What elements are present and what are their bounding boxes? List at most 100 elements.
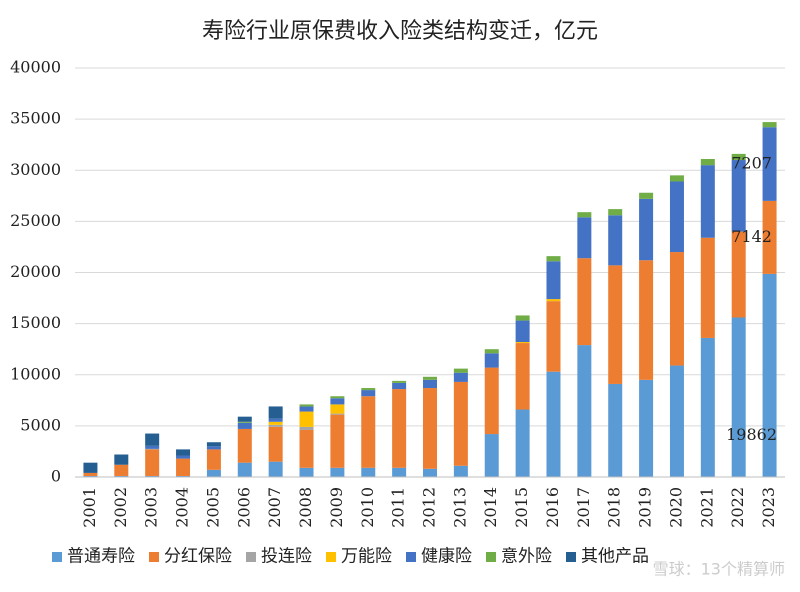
x-tick-label: 2012 (420, 487, 439, 528)
bar-segment (330, 414, 345, 468)
bar-segment (299, 406, 314, 412)
x-tick-label: 2019 (636, 487, 655, 528)
bar-segment (237, 462, 252, 477)
x-tick-label: 2022 (728, 487, 747, 528)
bar-segment (639, 198, 654, 261)
bar-segment (608, 265, 623, 384)
bar-segment (423, 388, 437, 469)
bar-segment (546, 371, 561, 477)
bar-segment (83, 462, 98, 473)
bar-segment (237, 422, 252, 429)
y-tick-label: 10000 (10, 364, 61, 383)
bar-segment (423, 379, 437, 389)
data-label: 7207 (731, 154, 772, 173)
legend-swatch (326, 552, 336, 562)
watermark: 雪球：13个精算师 (653, 560, 785, 579)
y-tick-label: 20000 (10, 262, 61, 281)
bar-segment (546, 261, 561, 300)
legend-text: 意外险 (501, 547, 552, 567)
bar-segment (237, 421, 252, 423)
bar-segment (639, 192, 654, 199)
bar-segment (361, 467, 376, 477)
x-tick-label: 2017 (574, 487, 593, 528)
bar-segment (268, 421, 283, 425)
y-tick-label: 30000 (10, 160, 61, 179)
bar-segment (546, 299, 561, 302)
y-tick-label: 0 (51, 467, 61, 486)
legend-swatch (406, 552, 416, 562)
bar-segment (176, 449, 191, 456)
bar-segment (176, 458, 191, 476)
x-tick-label: 2011 (389, 487, 408, 528)
bar-segment (639, 260, 654, 380)
bar-segment (361, 388, 376, 391)
bar-segment (330, 467, 345, 477)
bar-segment (577, 217, 592, 259)
bar-segment (330, 413, 345, 415)
bar-segment (145, 449, 160, 476)
bar-segment (484, 353, 499, 368)
bar-segment (206, 446, 221, 450)
bar-segment (453, 465, 468, 477)
x-tick-label: 2016 (543, 487, 562, 528)
bar-segment (392, 389, 407, 468)
bar-segment (700, 165, 715, 238)
bar-segment (299, 411, 314, 427)
bar-segment (700, 337, 715, 477)
bar-segment (145, 475, 160, 477)
y-tick-label: 15000 (10, 313, 61, 332)
bar-segment (361, 390, 376, 397)
y-tick-label: 5000 (20, 415, 61, 434)
bar-segment (515, 315, 530, 321)
bar-segment (268, 418, 283, 422)
bar-segment (268, 424, 283, 427)
x-tick-label: 2004 (173, 487, 192, 528)
bar-segment (731, 317, 746, 477)
bar-segment (423, 468, 437, 477)
bar-segment (669, 181, 684, 253)
bar-segment (608, 209, 623, 216)
bar-segment (669, 175, 684, 182)
bar-segment (577, 258, 592, 346)
data-label: 7142 (731, 227, 772, 246)
bar-segment (608, 215, 623, 266)
bar-segment (762, 127, 777, 201)
bar-segment (145, 433, 160, 446)
bar-segment (762, 273, 777, 477)
x-tick-label: 2006 (234, 487, 253, 528)
bar-segment (453, 372, 468, 382)
bar-segment (83, 472, 98, 476)
legend-text: 普通寿险 (67, 547, 135, 567)
data-label: 19862 (726, 425, 777, 444)
bar-segment (577, 345, 592, 477)
bar-segment (392, 382, 407, 390)
bar-segment (176, 455, 191, 459)
x-tick-label: 2015 (512, 487, 531, 528)
x-tick-label: 2014 (481, 487, 500, 528)
bar-segment (669, 252, 684, 366)
bar-segment (762, 200, 777, 274)
x-tick-label: 2003 (142, 487, 161, 528)
bar-segment (639, 379, 654, 477)
bar-segment (330, 396, 345, 399)
x-tick-label: 2023 (759, 487, 778, 528)
y-tick-label: 25000 (10, 211, 61, 230)
bar-segment (515, 343, 530, 410)
bar-segment (762, 122, 777, 128)
chart-title: 寿险行业原保费收入险类结构变迁，亿元 (202, 19, 598, 44)
bar-segment (515, 320, 530, 343)
x-tick-label: 2021 (697, 487, 716, 528)
bar-segment (206, 442, 221, 447)
bar-segment (237, 416, 252, 422)
bar-segment (237, 428, 252, 463)
x-tick-label: 2001 (80, 487, 99, 528)
bar-segment (731, 231, 746, 318)
x-tick-label: 2009 (327, 487, 346, 528)
x-tick-label: 2007 (265, 487, 284, 528)
bar-segment (484, 349, 499, 354)
x-tick-label: 2008 (296, 487, 315, 528)
bar-segment (423, 376, 437, 380)
legend-swatch (486, 552, 496, 562)
bar-segment (299, 426, 314, 430)
bar-segment (484, 367, 499, 435)
